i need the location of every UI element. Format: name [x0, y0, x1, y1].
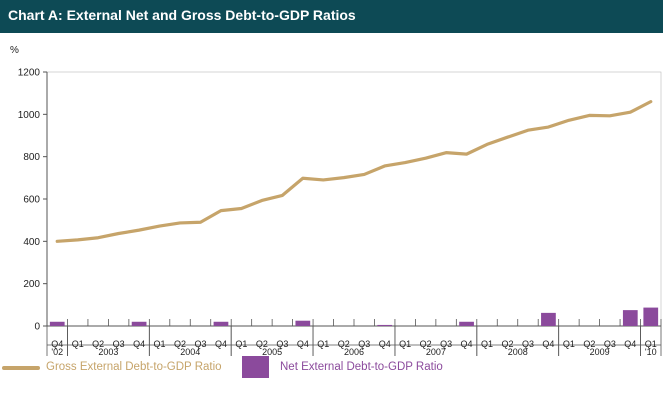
x-year-label: 2007	[426, 347, 446, 356]
x-quarter-label: Q3	[276, 339, 288, 349]
x-quarter-label: Q3	[194, 339, 206, 349]
x-year-label: 2003	[98, 347, 118, 356]
legend-gross-swatch	[2, 366, 40, 370]
net-bar	[377, 324, 393, 326]
x-quarter-label: Q2	[338, 339, 350, 349]
x-quarter-label: Q3	[358, 339, 370, 349]
x-quarter-label: Q4	[51, 339, 63, 349]
x-quarter-label: Q2	[420, 339, 432, 349]
x-year-label: '02	[51, 347, 63, 356]
x-year-label: 2006	[344, 347, 364, 356]
legend: Gross External Debt-to-GDP Ratio Net Ext…	[0, 356, 663, 407]
chart-title-bar: Chart A: External Net and Gross Debt-to-…	[0, 0, 663, 33]
x-quarter-label: Q1	[317, 339, 329, 349]
legend-net-swatch	[242, 356, 269, 378]
x-year-label: '10	[645, 347, 657, 356]
y-tick-label: 0	[34, 322, 40, 333]
y-axis-label: %	[10, 45, 19, 56]
x-quarter-label: Q3	[440, 339, 452, 349]
x-quarter-label: Q1	[563, 339, 575, 349]
x-quarter-label: Q4	[215, 339, 227, 349]
net-bar	[131, 321, 147, 326]
x-quarter-label: Q1	[399, 339, 411, 349]
x-quarter-label: Q4	[624, 339, 636, 349]
x-quarter-label: Q4	[379, 339, 391, 349]
net-bar	[541, 312, 556, 326]
x-quarter-label: Q1	[481, 339, 493, 349]
y-tick-label: 1000	[18, 110, 41, 121]
y-tick-label: 1200	[18, 68, 41, 79]
x-quarter-label: Q3	[604, 339, 616, 349]
x-quarter-label: Q1	[645, 339, 657, 349]
net-bar	[622, 310, 638, 326]
x-year-label: 2005	[262, 347, 282, 356]
chart-title: Chart A: External Net and Gross Debt-to-…	[8, 7, 356, 23]
legend-net-label: Net External Debt-to-GDP Ratio	[280, 361, 443, 373]
y-tick-label: 600	[23, 195, 40, 206]
net-bar	[459, 321, 474, 326]
y-tick-label: 800	[23, 152, 40, 163]
x-quarter-label: Q2	[174, 339, 186, 349]
x-quarter-label: Q1	[154, 339, 166, 349]
plot-frame	[46, 71, 662, 327]
net-bar	[643, 307, 659, 326]
x-quarter-label: Q1	[72, 339, 84, 349]
x-quarter-label: Q4	[461, 339, 473, 349]
x-quarter-label: Q4	[297, 339, 309, 349]
x-quarter-label: Q2	[256, 339, 268, 349]
x-quarter-label: Q3	[522, 339, 534, 349]
x-quarter-label: Q4	[133, 339, 145, 349]
x-quarter-label: Q2	[583, 339, 595, 349]
legend-gross-label: Gross External Debt-to-GDP Ratio	[46, 361, 222, 373]
x-year-label: 2004	[180, 347, 200, 356]
net-bar	[213, 321, 229, 326]
x-quarter-label: Q2	[92, 339, 104, 349]
y-tick-label: 200	[23, 279, 40, 290]
x-quarter-label: Q3	[113, 339, 125, 349]
net-bar	[49, 321, 65, 326]
x-year-label: 2009	[590, 347, 610, 356]
x-quarter-label: Q1	[235, 339, 247, 349]
net-bar	[295, 320, 311, 326]
x-quarter-label: Q2	[501, 339, 513, 349]
y-tick-label: 400	[23, 237, 40, 248]
chart-area: 0 200 400 600 800 1000 1200% Q4 Q1 Q2 Q3 Q4 Q1 Q2 Q3 Q4…	[10, 45, 662, 356]
gross-line	[55, 100, 653, 243]
x-year-label: 2008	[508, 347, 528, 356]
x-quarter-label: Q4	[542, 339, 554, 349]
